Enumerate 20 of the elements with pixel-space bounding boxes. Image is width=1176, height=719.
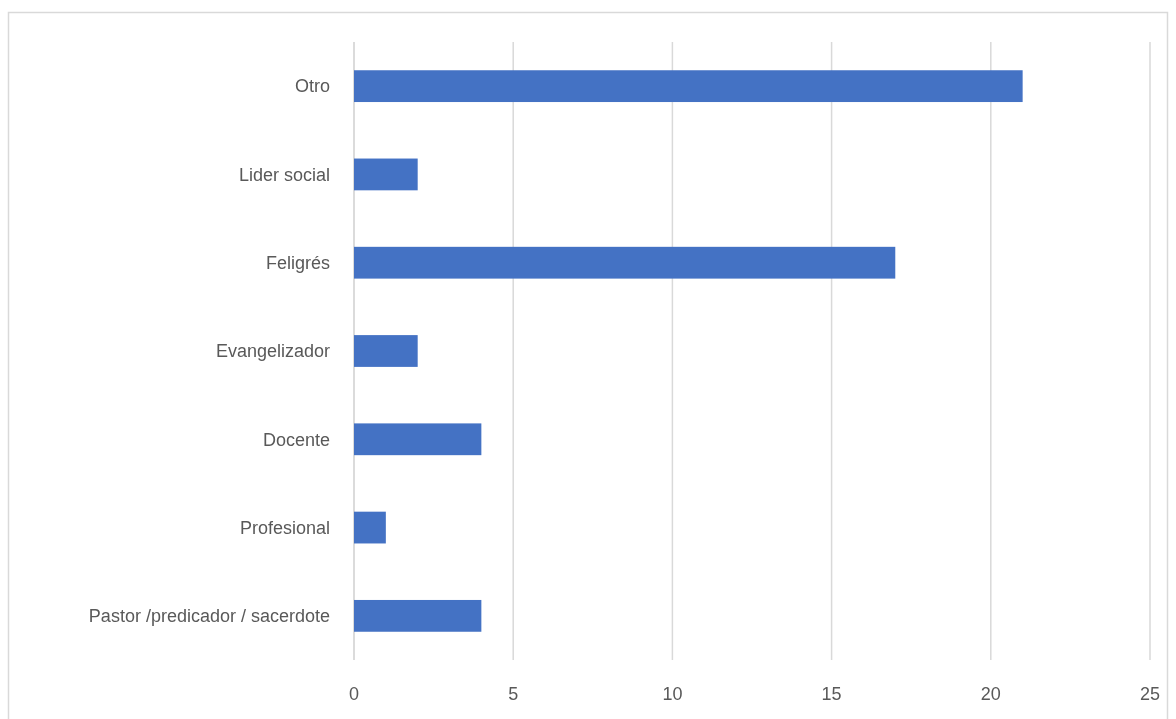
- y-tick-label: Evangelizador: [215, 341, 330, 362]
- bar: [354, 511, 386, 544]
- x-tick-label: 0: [348, 684, 360, 704]
- bar: [354, 423, 482, 456]
- y-tick-label: Feligrés: [265, 253, 330, 274]
- y-tick-label: Otro: [294, 76, 330, 97]
- x-tick-label: 5: [508, 684, 519, 704]
- x-tick-label: 20: [980, 684, 1001, 704]
- bar: [354, 246, 896, 279]
- bar: [354, 335, 418, 367]
- y-tick-label: Profesional: [239, 517, 330, 538]
- x-tick-label: 15: [821, 684, 842, 704]
- x-tick-label: 10: [662, 684, 683, 704]
- bar: [354, 70, 1023, 103]
- y-tick-label: Pastor /predicador / sacerdote: [88, 606, 330, 627]
- y-tick-label: Lider social: [238, 164, 330, 185]
- y-tick-label: Docente: [262, 429, 330, 450]
- bar: [354, 599, 482, 632]
- x-tick-label: 25: [1139, 684, 1161, 704]
- bar: [354, 158, 418, 191]
